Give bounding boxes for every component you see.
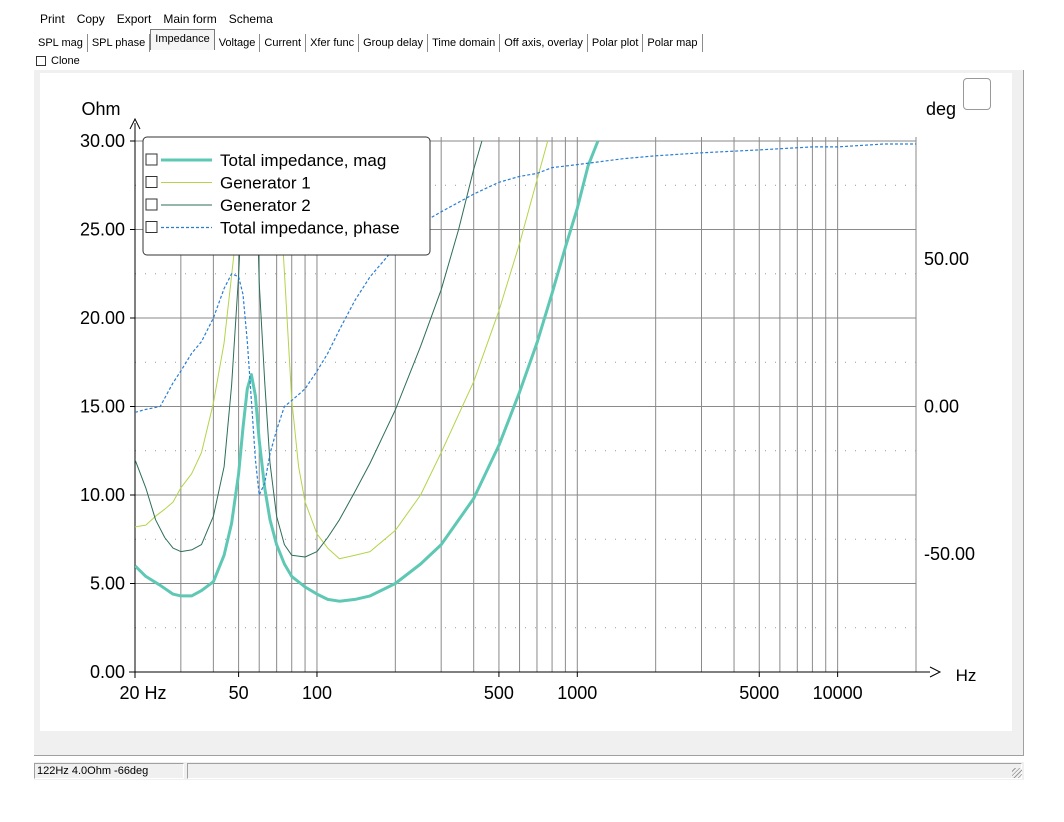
legend-label: Total impedance, phase	[220, 219, 400, 238]
y-tick-label: 25.00	[80, 220, 125, 240]
series-line-1	[135, 140, 600, 603]
tab-xfer-func[interactable]: Xfer func	[306, 34, 360, 52]
y-tick-label: 10.00	[80, 485, 125, 505]
x-tick-label: 5000	[739, 683, 779, 703]
tab-spl-mag[interactable]: SPL mag	[34, 34, 88, 52]
tab-impedance[interactable]: Impedance	[150, 29, 215, 50]
status-bar: 122Hz 4.0Ohm -66deg	[34, 762, 1024, 780]
x-axis-label: Hz	[956, 666, 977, 685]
resize-grip-icon[interactable]	[1012, 768, 1022, 778]
menu-bar: Print Copy Export Main form Schema	[34, 8, 279, 28]
menu-item-copy[interactable]: Copy	[76, 12, 105, 26]
tab-off-axis-overlay[interactable]: Off axis, overlay	[500, 34, 588, 52]
legend	[142, 136, 431, 256]
legend-checkbox[interactable]	[145, 198, 158, 211]
clone-label: Clone	[51, 55, 80, 67]
cursor-readout: 122Hz 4.0Ohm -66deg	[34, 763, 184, 779]
y-tick-label: 0.00	[90, 662, 125, 682]
x-axis-arrow-icon	[929, 666, 942, 678]
y2-tick-label: 50.00	[924, 249, 969, 269]
y-tick-label: 30.00	[80, 131, 125, 151]
tab-spl-phase[interactable]: SPL phase	[88, 34, 151, 52]
tab-polar-map[interactable]: Polar map	[643, 34, 703, 52]
legend-checkbox[interactable]	[145, 176, 158, 188]
series-line-3	[135, 140, 483, 558]
y2-tick-label: -50.00	[924, 544, 975, 564]
x-tick-label: 50	[229, 683, 249, 703]
legend-checkbox[interactable]	[145, 153, 158, 166]
legend-box	[142, 136, 431, 256]
tab-time-domain[interactable]: Time domain	[428, 34, 501, 52]
x-tick-label: 500	[484, 683, 514, 703]
menu-item-schema[interactable]: Schema	[228, 12, 273, 26]
y2-tick-label: 0.00	[924, 397, 959, 417]
clone-checkbox[interactable]	[36, 56, 46, 66]
legend-checkbox[interactable]	[145, 221, 158, 233]
x-tick-label: 20 Hz	[119, 683, 166, 703]
grid-lines	[134, 137, 917, 673]
x-tick-label: 10000	[813, 683, 863, 703]
legend-label: Generator 2	[220, 196, 311, 215]
menu-item-main-form[interactable]: Main form	[163, 12, 217, 26]
menu-item-export[interactable]: Export	[116, 12, 152, 26]
tab-polar-plot[interactable]: Polar plot	[588, 34, 644, 52]
y-axis-arrow-icon	[129, 117, 141, 130]
status-panel	[187, 763, 1022, 779]
clone-option[interactable]: Clone	[36, 55, 80, 67]
series-group	[135, 140, 916, 603]
x-tick-label: 100	[302, 683, 332, 703]
y-tick-label: 5.00	[90, 574, 125, 594]
tab-voltage[interactable]: Voltage	[215, 34, 261, 52]
x-tick-label: 1000	[557, 683, 597, 703]
y-axis-label: Ohm	[81, 99, 120, 119]
tab-bar: SPL mag SPL phase Impedance Voltage Current X…	[34, 29, 703, 52]
tab-current[interactable]: Current	[260, 34, 307, 52]
y-tick-label: 20.00	[80, 308, 125, 328]
series-line-2	[135, 140, 549, 560]
y2-axis-label: deg	[926, 99, 956, 119]
y-tick-label: 15.00	[80, 397, 125, 417]
tab-group-delay[interactable]: Group delay	[359, 34, 429, 52]
legend-label: Generator 1	[220, 174, 311, 193]
menu-item-print[interactable]: Print	[40, 12, 65, 26]
legend-label: Total impedance, mag	[220, 151, 386, 170]
corner-button[interactable]	[963, 78, 991, 110]
